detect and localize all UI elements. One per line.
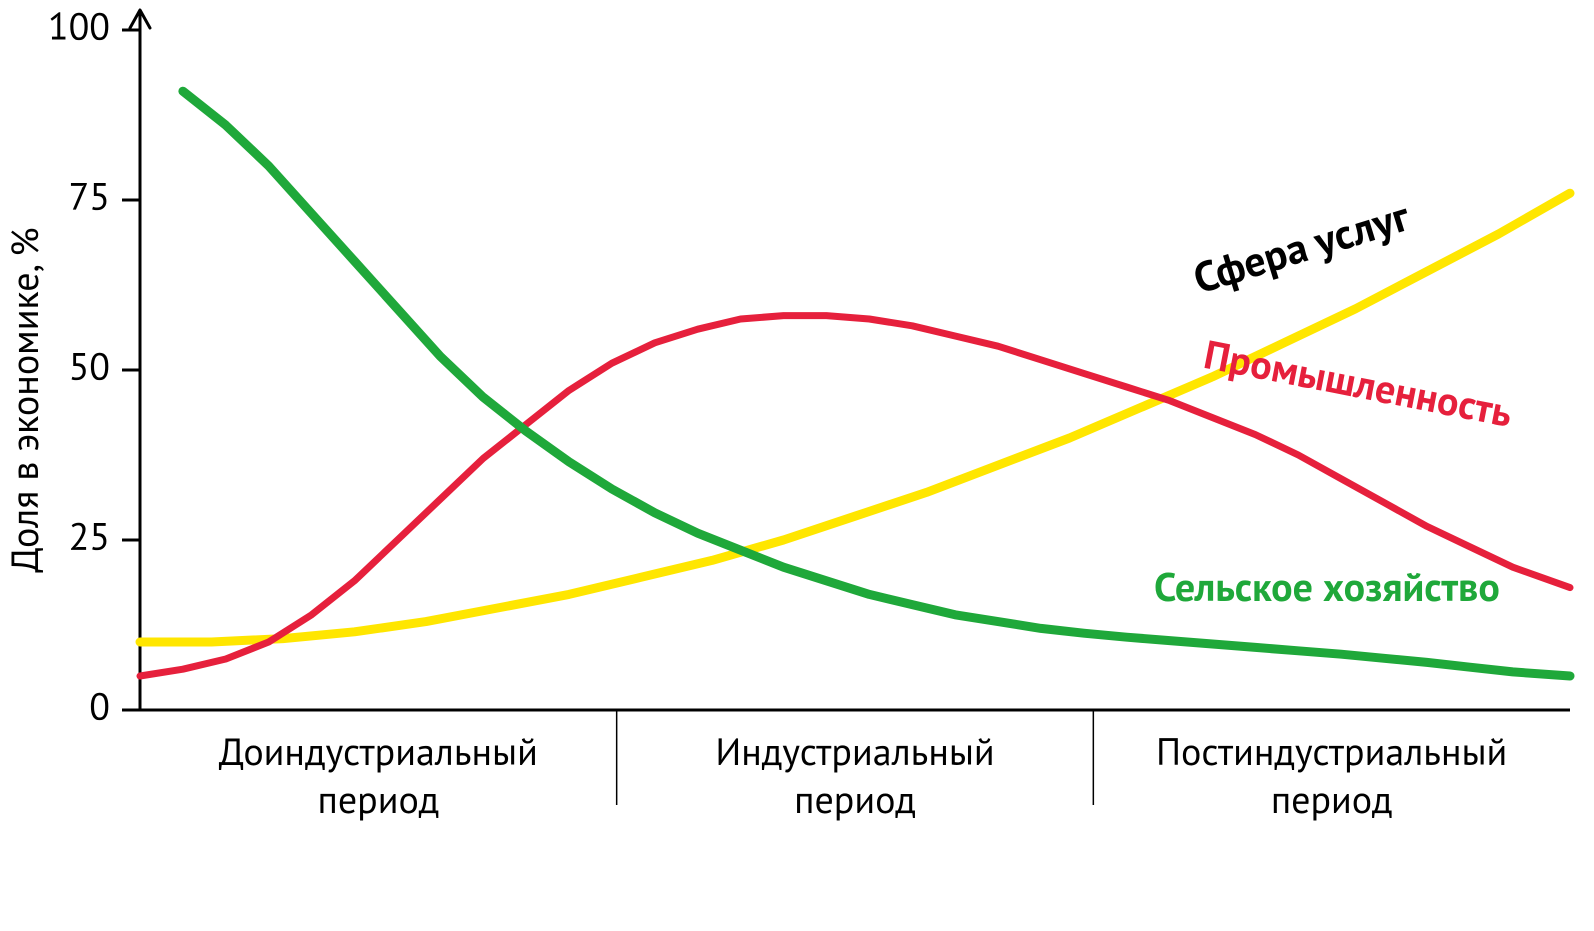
y-tick-label: 25 [69,512,110,561]
series-label-industry: Промышленность [1200,328,1517,439]
y-tick-label: 75 [69,172,110,221]
y-tick-label: 0 [89,682,110,731]
x-period-label: период [1271,775,1393,824]
series-label-services: Сфера услуг [1187,188,1416,306]
y-axis-ticks: 0 25 50 75 100 [48,2,140,731]
x-axis-periods: ДоиндустриальныйпериодИндустриальныйпери… [219,710,1508,824]
x-period-label: Доиндустриальный [219,727,538,776]
economy-share-chart: 0 25 50 75 100 Доля в экономике, % Сфера усл… [0,0,1594,931]
y-axis-title: Доля в экономике, % [0,227,49,572]
series-label-agriculture: Сельское хозяйство [1154,561,1500,613]
y-tick-label: 50 [69,342,110,391]
y-tick-label: 100 [48,2,110,51]
x-period-label: Индустриальный [715,727,994,776]
x-period-label: Постиндустриальный [1156,727,1507,776]
x-period-label: период [318,775,440,824]
x-period-label: период [794,775,916,824]
chart-svg: 0 25 50 75 100 Доля в экономике, % Сфера усл… [0,0,1594,931]
